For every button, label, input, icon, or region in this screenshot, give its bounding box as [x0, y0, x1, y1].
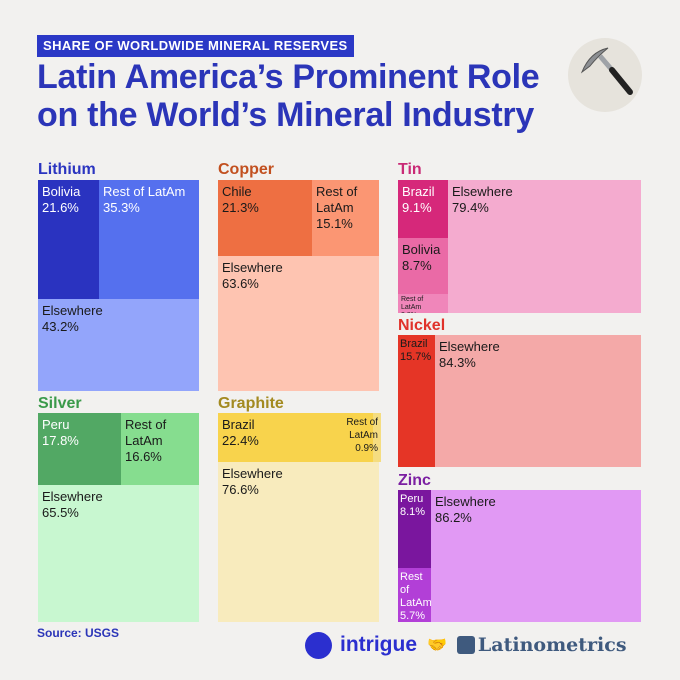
cell-label: Rest of LatAm: [346, 417, 378, 441]
title-line-2: on the World’s Mineral Industry: [37, 96, 534, 134]
cell-label: Bolivia: [402, 242, 441, 257]
nickel-header: Nickel: [398, 317, 446, 334]
zinc-cell-elsewhere: Elsewhere 86.2%: [431, 490, 641, 622]
cell-label: Elsewhere: [222, 260, 283, 275]
cell-label: Bolivia: [42, 184, 81, 199]
lithium-header: Lithium: [38, 161, 96, 178]
pickaxe-icon: [568, 38, 642, 112]
cell-value: 86.2%: [435, 510, 472, 525]
cell-value: 16.6%: [125, 449, 162, 464]
intrigue-brand: intrigue: [340, 633, 417, 656]
cell-value: 43.2%: [42, 319, 79, 334]
cell-label: Elsewhere: [452, 184, 513, 199]
cell-label: Elsewhere: [42, 303, 103, 318]
cell-value: 8.7%: [402, 258, 432, 273]
graphite-rest-label: Rest of LatAm 0.9%: [318, 416, 378, 461]
cell-label: Peru: [42, 417, 70, 432]
cell-label: Chile: [222, 184, 252, 199]
cell-label: Elsewhere: [222, 466, 283, 481]
cell-label: Brazil: [402, 184, 435, 199]
brand-logos: intrigue 🤝 Latinometrics: [305, 630, 627, 660]
cell-label: Brazil: [400, 338, 428, 350]
title-line-1: Latin America’s Prominent Role: [37, 58, 540, 96]
cell-value: 15.1%: [316, 216, 353, 231]
tin-cell-bolivia: Bolivia 8.7%: [398, 238, 448, 294]
page-title: Latin America’s Prominent Role on the Wo…: [37, 58, 540, 134]
latinometrics-brand: Latinometrics: [477, 634, 627, 656]
cell-value: 35.3%: [103, 200, 140, 215]
cell-value: 5.7%: [400, 610, 426, 622]
nickel-cell-elsewhere: Elsewhere 84.3%: [435, 335, 641, 467]
cell-value: 0.9%: [355, 443, 378, 454]
source-label: Source: USGS: [37, 626, 120, 640]
cell-value: 8.1%: [400, 506, 426, 518]
cell-label: Rest of LatAm: [400, 571, 431, 609]
cell-value: 63.6%: [222, 276, 259, 291]
latinometrics-logo-icon: [456, 636, 475, 654]
silver-cell-rest-of-latam: Rest of LatAm 16.6%: [121, 413, 199, 485]
copper-cell-rest-of-latam: Rest of LatAm 15.1%: [312, 180, 379, 256]
silver-header: Silver: [38, 395, 82, 412]
handshake-icon: 🤝: [427, 637, 447, 654]
cell-label: Elsewhere: [435, 494, 496, 509]
cell-label: Rest of LatAm: [401, 296, 424, 311]
graphite-cell-elsewhere: Elsewhere 76.6%: [218, 462, 379, 622]
silver-cell-elsewhere: Elsewhere 65.5%: [38, 485, 199, 622]
graphite-header: Graphite: [218, 395, 284, 412]
cell-value: 84.3%: [439, 355, 476, 370]
zinc-cell-peru: Peru 8.1%: [398, 490, 431, 568]
subtitle-kicker: SHARE OF WORLDWIDE MINERAL RESERVES: [37, 35, 354, 57]
cell-value: 21.6%: [42, 200, 79, 215]
cell-label: Peru: [400, 493, 424, 505]
lithium-cell-bolivia: Bolivia 21.6%: [38, 180, 99, 299]
cell-label: Rest of LatAm: [103, 184, 186, 199]
tin-cell-brazil: Brazil 9.1%: [398, 180, 448, 238]
nickel-cell-brazil: Brazil 15.7%: [398, 335, 435, 467]
copper-cell-chile: Chile 21.3%: [218, 180, 312, 256]
tin-cell-elsewhere: Elsewhere 79.4%: [448, 180, 641, 313]
intrigue-logo-icon: [305, 631, 332, 659]
cell-value: 79.4%: [452, 200, 489, 215]
graphite-cell-brazil: Brazil 22.4%: [218, 413, 373, 462]
cell-label: Elsewhere: [439, 339, 500, 354]
cell-value: 21.3%: [222, 200, 259, 215]
lithium-cell-rest-of-latam: Rest of LatAm 35.3%: [99, 180, 199, 299]
cell-label: Elsewhere: [42, 489, 103, 504]
cell-value: 22.4%: [222, 433, 259, 448]
cell-label: Rest of LatAm: [125, 417, 167, 448]
cell-value: 9.1%: [402, 200, 432, 215]
cell-value: 17.8%: [42, 433, 79, 448]
copper-cell-elsewhere: Elsewhere 63.6%: [218, 256, 379, 391]
lithium-cell-elsewhere: Elsewhere 43.2%: [38, 299, 199, 391]
zinc-header: Zinc: [398, 472, 431, 489]
zinc-cell-rest-of-latam: Rest of LatAm 5.7%: [398, 568, 431, 622]
silver-cell-peru: Peru 17.8%: [38, 413, 121, 485]
copper-header: Copper: [218, 161, 274, 178]
cell-label: Brazil: [222, 417, 255, 432]
graphite-cell-rest-of-latam: [373, 413, 381, 462]
cell-value: 2.8%: [401, 312, 445, 313]
tin-cell-rest-of-latam: Rest of LatAm2.8%: [398, 294, 448, 313]
cell-value: 76.6%: [222, 482, 259, 497]
cell-value: 15.7%: [400, 351, 432, 363]
tin-header: Tin: [398, 161, 422, 178]
cell-value: 65.5%: [42, 505, 79, 520]
cell-label: Rest of LatAm: [316, 184, 358, 215]
